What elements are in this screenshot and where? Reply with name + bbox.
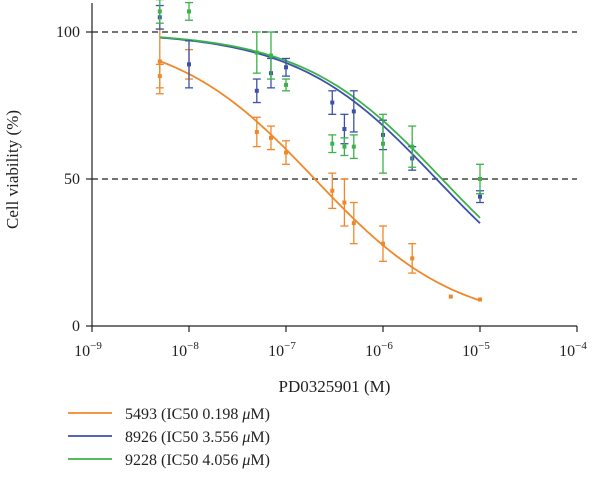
data-point — [476, 163, 484, 195]
data-point — [266, 31, 275, 80]
point-marker — [157, 74, 162, 79]
point-marker — [157, 9, 162, 14]
data-point — [379, 225, 387, 262]
point-marker — [410, 256, 415, 261]
fit-curve-series-1 — [159, 36, 481, 224]
data-point — [349, 90, 358, 133]
point-marker — [351, 144, 356, 149]
data-points — [155, 0, 484, 302]
fit-curve-series-2 — [159, 36, 481, 219]
data-point — [328, 90, 337, 115]
data-point — [340, 178, 349, 227]
data-point — [448, 294, 453, 299]
point-marker — [448, 294, 453, 299]
point-marker — [478, 297, 482, 302]
data-point — [252, 78, 261, 104]
data-point — [282, 78, 290, 92]
x-tick-label: 10−6 — [365, 340, 393, 360]
point-marker — [254, 88, 259, 93]
x-axis-title: PD0325901 (M) — [279, 377, 391, 396]
y-tick-label: 50 — [64, 171, 80, 188]
point-marker — [330, 141, 335, 146]
x-tick-label: 10−8 — [171, 340, 199, 360]
point-marker — [351, 221, 356, 226]
x-tick-label: 10−5 — [462, 340, 490, 360]
fit-curves — [159, 36, 481, 302]
reference-lines — [92, 31, 577, 180]
point-marker — [254, 50, 259, 55]
data-point — [408, 125, 417, 168]
point-marker — [342, 200, 347, 205]
point-marker — [254, 129, 259, 134]
legend-item: 5493 (IC50 0.198 μM) — [68, 406, 270, 423]
data-point — [340, 137, 349, 157]
y-axis-title: Cell viability (%) — [3, 110, 22, 229]
point-marker — [284, 82, 288, 87]
data-point — [478, 297, 482, 302]
axes — [91, 3, 577, 327]
data-point — [155, 63, 164, 89]
point-marker — [478, 177, 482, 181]
point-marker — [157, 59, 162, 64]
x-tick-label: 10−4 — [559, 340, 587, 360]
point-marker — [268, 135, 273, 140]
legend-item: 9228 (IC50 4.056 μM) — [68, 452, 270, 469]
data-point — [328, 134, 337, 154]
point-marker — [410, 144, 415, 149]
data-point — [408, 243, 417, 274]
point-marker — [187, 62, 191, 67]
y-tick-label: 0 — [72, 318, 80, 335]
data-point — [252, 116, 261, 148]
data-point — [379, 113, 387, 174]
point-marker — [330, 100, 335, 105]
legend-label: 8926 (IC50 3.556 μM) — [125, 429, 270, 446]
data-point — [185, 1, 193, 21]
point-marker — [342, 127, 347, 132]
point-marker — [381, 241, 385, 246]
legend-label: 5493 (IC50 0.198 μM) — [125, 406, 270, 423]
data-point — [349, 201, 358, 245]
point-marker — [342, 144, 347, 149]
y-tick-label: 100 — [56, 24, 80, 41]
point-marker — [284, 150, 288, 155]
point-marker — [351, 109, 356, 114]
point-marker — [381, 141, 385, 146]
point-marker — [330, 188, 335, 193]
data-point — [266, 125, 275, 151]
legend-label: 9228 (IC50 4.056 μM) — [125, 452, 270, 469]
data-point — [155, 0, 164, 24]
legend-item: 8926 (IC50 3.556 μM) — [68, 429, 270, 446]
data-point — [328, 172, 337, 210]
point-marker — [187, 9, 191, 14]
data-point — [349, 134, 358, 160]
data-point — [282, 140, 290, 165]
point-marker — [268, 53, 273, 58]
data-point — [282, 57, 290, 77]
legend: 5493 (IC50 0.198 μM) 8926 (IC50 3.556 μM)… — [68, 406, 270, 469]
fit-curve-series-0 — [159, 60, 481, 302]
data-point — [185, 40, 193, 89]
point-marker — [478, 194, 482, 199]
x-tick-label: 10−7 — [268, 340, 296, 360]
x-tick-label: 10−9 — [74, 340, 102, 360]
data-point — [252, 31, 261, 74]
point-marker — [284, 65, 288, 70]
ticks: 0 50 100 10−9 10−8 10−7 10−6 10−5 10−4 — [56, 24, 587, 360]
